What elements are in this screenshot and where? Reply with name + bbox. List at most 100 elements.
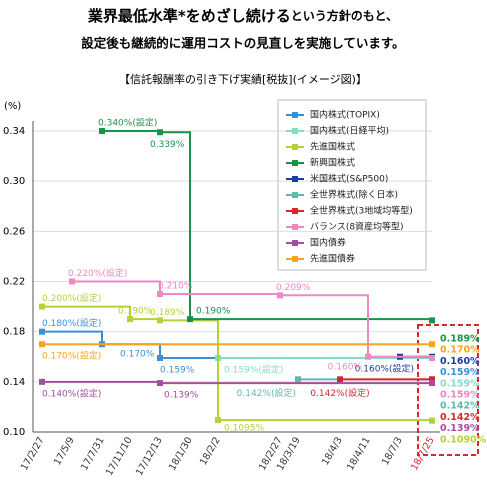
legend-label: 国内債券	[310, 237, 346, 249]
value-label: 0.209%	[276, 283, 311, 293]
marker	[429, 417, 435, 424]
value-label: 0.140%(設定)	[42, 387, 101, 399]
y-tick-label: 0.26	[3, 226, 25, 237]
value-label: 0.339%	[150, 140, 185, 150]
legend-box	[277, 99, 427, 271]
highlight-box	[417, 324, 479, 456]
legend-label: 新興国株式	[310, 157, 355, 169]
value-label: 0.142%	[440, 412, 480, 423]
value-label: 0.180%(設定)	[42, 317, 101, 329]
chart-title-line2: 設定後も継続的に運用コストの見直しを実施しています。	[81, 36, 404, 51]
y-tick-label: 0.22	[3, 277, 25, 288]
x-tick-label: 17/5/9	[52, 435, 77, 467]
marker	[157, 355, 163, 362]
x-tick-label: 18/1/30	[167, 435, 195, 472]
marker	[39, 328, 45, 335]
marker	[187, 316, 193, 323]
value-label: 0.190%	[118, 307, 153, 317]
y-axis-label: (%)	[4, 101, 21, 112]
x-tick-label: 18/4/11	[345, 435, 373, 472]
legend-label: 先進国株式	[310, 141, 355, 153]
legend-marker	[292, 224, 298, 230]
legend-marker	[292, 160, 298, 166]
legend-label: 米国株式(S&P500)	[310, 173, 388, 185]
x-tick-label: 17/7/31	[79, 435, 107, 472]
y-tick-label: 0.14	[3, 377, 25, 388]
title-rest: という方針のもと、	[291, 8, 398, 23]
marker	[429, 376, 435, 383]
value-label: 0.340%(設定)	[98, 117, 157, 129]
marker	[337, 376, 343, 383]
y-tick-label: 0.18	[3, 327, 25, 338]
value-label: 0.139%	[440, 423, 480, 434]
legend-marker	[292, 192, 298, 198]
legend-label: 先進国債券	[310, 253, 355, 265]
value-label: 0.160%	[440, 356, 480, 367]
value-label: 0.170%	[440, 345, 480, 356]
value-label: 0.159%	[440, 367, 480, 378]
legend-label: 全世界株式(3地域均等型)	[310, 205, 413, 217]
value-label: 0.160%(設定)	[355, 362, 414, 374]
chart-title: 業界最低水準*をめざし続けるという方針のもと、	[87, 7, 398, 25]
x-tick-label: 17/2/27	[19, 435, 47, 472]
marker	[277, 292, 283, 299]
marker	[69, 278, 75, 285]
legend-marker	[292, 208, 298, 214]
y-tick-label: 0.34	[3, 126, 25, 137]
value-label: 0.170%(設定)	[42, 350, 101, 362]
legend-marker	[292, 144, 298, 150]
value-label: 0.142%(設定)	[237, 387, 296, 399]
marker	[157, 129, 163, 136]
legend-label: バランス(8資産均等型)	[310, 221, 404, 233]
series-line	[42, 305, 433, 422]
title-emphasis: 業界最低水準*をめざし続ける	[87, 7, 291, 25]
marker	[429, 380, 435, 387]
x-tick-label: 17/12/13	[134, 435, 165, 477]
marker	[295, 376, 301, 383]
legend-marker	[292, 128, 298, 134]
value-label: 0.200%(設定)	[42, 292, 101, 304]
series-line	[42, 380, 432, 385]
marker	[429, 341, 435, 348]
value-label: 0.142%(設定)	[310, 387, 369, 399]
x-tick-label: 17/11/10	[104, 435, 135, 477]
marker	[127, 316, 133, 323]
value-label: 0.159%	[160, 366, 195, 376]
legend-marker	[292, 176, 298, 182]
legend-label: 国内株式(日経平均)	[310, 125, 389, 137]
value-label: 0.160%	[328, 362, 363, 372]
marker	[365, 353, 371, 360]
value-label: 0.142%	[440, 401, 480, 412]
value-label: 0.1090%	[440, 434, 487, 445]
marker	[157, 317, 163, 324]
marker	[99, 128, 105, 134]
value-label: 0.220%(設定)	[68, 267, 127, 279]
value-label: 0.139%	[164, 391, 199, 401]
y-tick-label: 0.30	[3, 176, 25, 187]
marker	[39, 378, 45, 385]
value-label: 0.190%	[196, 307, 231, 317]
value-label: 0.189%	[150, 308, 185, 318]
legend-marker	[292, 256, 298, 262]
marker	[429, 355, 435, 362]
value-label: 0.1095%	[224, 424, 264, 434]
marker	[429, 317, 435, 324]
value-label: 0.189%	[440, 334, 480, 345]
x-tick-label: 18/4/3	[320, 435, 345, 467]
marker	[215, 417, 221, 424]
legend-marker	[292, 240, 298, 246]
legend-label: 全世界株式(除く日本)	[310, 189, 398, 201]
x-tick-label: 18/2/2	[198, 435, 223, 467]
x-tick-label: 18/7/25	[409, 435, 437, 472]
value-label: 0.159%	[440, 390, 480, 401]
value-label: 0.159%	[440, 378, 480, 389]
x-tick-label: 18/7/3	[380, 435, 405, 467]
y-tick-label: 0.10	[3, 427, 25, 438]
legend-label: 国内株式(TOPIX)	[310, 109, 380, 121]
chart-subtitle: 【信託報酬率の引き下げ実績[税抜](イメージ図)】	[119, 72, 367, 86]
marker	[157, 380, 163, 387]
value-label: 0.210%	[158, 282, 193, 292]
legend-marker	[292, 112, 298, 118]
marker	[157, 291, 163, 298]
